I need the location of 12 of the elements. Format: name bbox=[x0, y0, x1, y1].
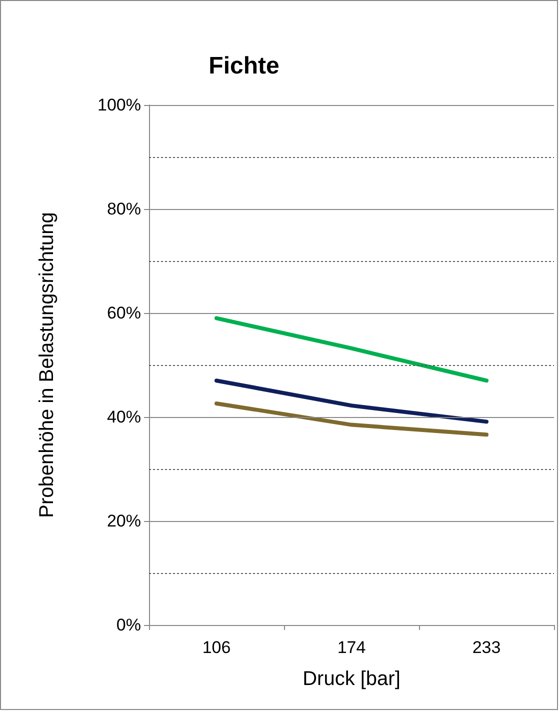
x-tick-label: 174 bbox=[337, 638, 366, 657]
y-axis-title: Probenhöhe in Belastungsrichtung bbox=[36, 212, 58, 518]
chart-title: Fichte bbox=[208, 52, 280, 80]
x-tick-label: 233 bbox=[472, 638, 501, 657]
y-tick-label: 80% bbox=[106, 200, 141, 218]
y-tick-label: 40% bbox=[106, 408, 141, 426]
y-tick-label: 0% bbox=[116, 616, 141, 634]
y-tick-label: 60% bbox=[106, 304, 141, 322]
x-axis-title: Druck [bar] bbox=[302, 668, 400, 690]
x-tick-label: 106 bbox=[202, 638, 231, 657]
y-tick-label: 100% bbox=[98, 96, 141, 114]
y-tick-label: 20% bbox=[106, 512, 141, 530]
